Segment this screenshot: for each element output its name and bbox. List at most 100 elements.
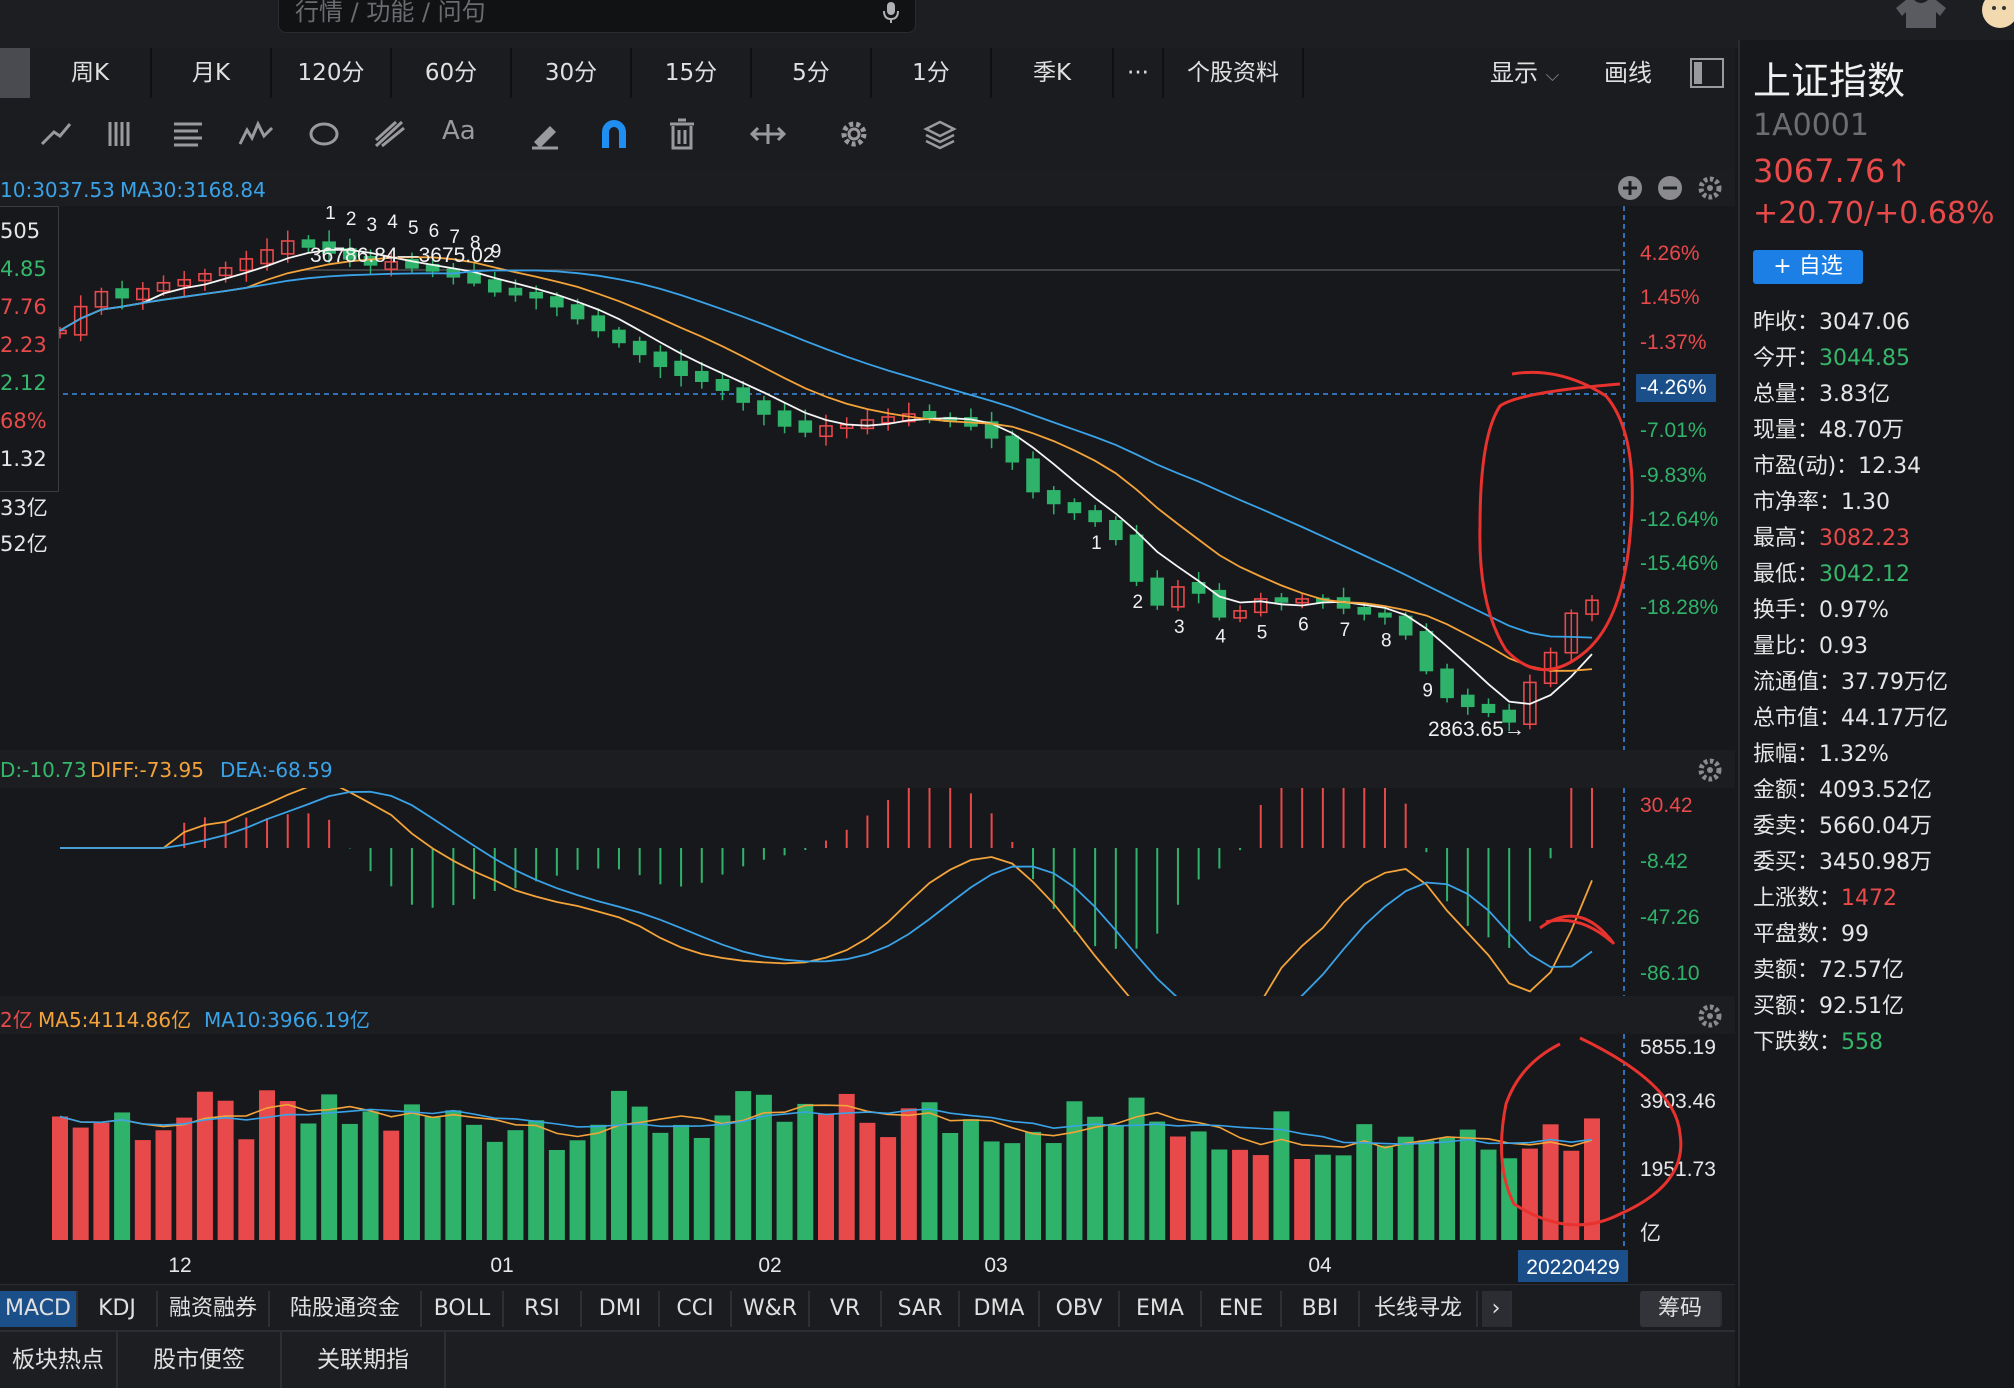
info-value-3: 7.76: [0, 295, 47, 319]
indicator-tab[interactable]: DMI: [582, 1291, 660, 1327]
candle: [798, 420, 813, 433]
indicator-tab[interactable]: BOLL: [422, 1291, 504, 1327]
indicator-tab[interactable]: EMA: [1120, 1291, 1202, 1327]
draw-line-button[interactable]: 画线: [1604, 59, 1652, 87]
tab-related-futures[interactable]: 关联期指: [282, 1332, 446, 1388]
delete-icon[interactable]: [664, 118, 700, 150]
candle: [1295, 598, 1309, 604]
indicator-tab[interactable]: 融资融券: [158, 1291, 270, 1327]
mic-icon[interactable]: [883, 2, 899, 24]
td-count-top: 9: [491, 242, 502, 263]
quote-row-label: 振幅：: [1753, 742, 1820, 767]
indicator-tab[interactable]: ENE: [1202, 1291, 1282, 1327]
volume-ma5-line: [59, 1103, 1593, 1149]
trendline-tool-icon[interactable]: [38, 118, 74, 150]
layers-icon[interactable]: [922, 118, 958, 150]
tab-stock-profile[interactable]: 个股资料: [1164, 48, 1304, 98]
pan-icon[interactable]: [750, 118, 786, 150]
indicator-tab[interactable]: SAR: [882, 1291, 960, 1327]
stock-code: 1A0001: [1753, 108, 1869, 143]
indicator-tab[interactable]: VR: [810, 1291, 882, 1327]
display-dropdown[interactable]: 显示 ⌵: [1490, 48, 1559, 98]
chip-distribution-button[interactable]: 筹码: [1640, 1291, 1722, 1327]
cycle-tool-icon[interactable]: [306, 118, 342, 150]
shirt-icon[interactable]: [1896, 0, 1946, 28]
candle: [1253, 598, 1268, 614]
more-tabs-button[interactable]: ···: [1114, 48, 1164, 98]
tab-sector-hotspots[interactable]: 板块热点: [0, 1332, 118, 1388]
indicator-tab[interactable]: MACD: [0, 1291, 78, 1327]
search-box[interactable]: 行情 / 功能 / 问句: [278, 0, 916, 33]
wave-tool-icon[interactable]: [238, 118, 274, 150]
indicator-tab[interactable]: CCI: [660, 1291, 732, 1327]
candle: [632, 340, 647, 356]
quote-row: 金额：4093.52亿: [1753, 772, 1932, 804]
tab-weekly[interactable]: 周K: [30, 48, 152, 98]
tab-15min[interactable]: 15分: [632, 48, 752, 98]
sidebar-toggle[interactable]: [0, 48, 30, 98]
td-count-top: 8: [470, 233, 481, 254]
indicator-tab[interactable]: DMA: [960, 1291, 1040, 1327]
indicator-tab[interactable]: 陆股通资金: [270, 1291, 422, 1327]
indicator-tab[interactable]: RSI: [504, 1291, 582, 1327]
add-watchlist-button[interactable]: + 自选: [1753, 250, 1863, 284]
indicator-tab[interactable]: KDJ: [78, 1291, 158, 1327]
macd-plot[interactable]: 30.42 -8.42 -47.26 -86.10: [0, 788, 1735, 996]
candle: [881, 416, 895, 424]
text-tool-icon[interactable]: Aa: [442, 116, 476, 146]
kline-settings-icon[interactable]: [1696, 174, 1724, 202]
tab-60min[interactable]: 60分: [392, 48, 512, 98]
panel-toggle-icon[interactable]: [1690, 58, 1724, 88]
volume-bar: [1128, 1097, 1145, 1240]
eraser-tool-icon[interactable]: [528, 118, 564, 150]
annotation-circle: [1478, 370, 1634, 671]
volume-bar: [93, 1122, 110, 1240]
quote-row-value: 5660.04万: [1819, 814, 1932, 839]
gear-icon[interactable]: [836, 118, 872, 150]
volume-plot[interactable]: 5855.19 3903.46 1951.73 亿 12 01 02 03 04 20220429: [0, 1034, 1735, 1284]
volume-axis-label: 亿: [1640, 1222, 1661, 1245]
candle: [1171, 586, 1185, 608]
tab-quarterly[interactable]: 季K: [992, 48, 1114, 98]
quote-row-value: 0.93: [1819, 634, 1868, 659]
indicator-tab[interactable]: BBI: [1282, 1291, 1360, 1327]
tab-120min[interactable]: 120分: [272, 48, 392, 98]
tab-1min[interactable]: 1分: [872, 48, 992, 98]
search-input[interactable]: 行情 / 功能 / 问句: [295, 0, 486, 26]
volume-bar: [859, 1122, 876, 1240]
quote-row-label: 换手：: [1753, 598, 1820, 623]
candle: [156, 281, 171, 292]
magnet-icon[interactable]: [596, 118, 632, 150]
indicator-tab[interactable]: W&R: [732, 1291, 810, 1327]
volume-bar: [1190, 1131, 1207, 1240]
candle: [550, 296, 564, 308]
volume-bar: [238, 1139, 255, 1240]
zoom-out-icon[interactable]: [1656, 174, 1684, 202]
tab-5min[interactable]: 5分: [752, 48, 872, 98]
avatar-icon[interactable]: [1976, 0, 2014, 30]
quote-row-value: 3042.12: [1819, 562, 1910, 587]
volume-bar: [962, 1119, 979, 1240]
quote-row-label: 最高：: [1753, 526, 1820, 551]
candle: [322, 241, 336, 254]
volume-bar: [880, 1137, 897, 1240]
candle: [860, 419, 875, 430]
tab-monthly[interactable]: 月K: [152, 48, 272, 98]
zoom-in-icon[interactable]: [1616, 174, 1644, 202]
volume-bar: [259, 1090, 276, 1240]
vertical-lines-tool-icon[interactable]: [104, 118, 140, 150]
fibonacci-tool-icon[interactable]: [372, 118, 408, 150]
indicator-tab[interactable]: OBV: [1040, 1291, 1120, 1327]
volume-bar: [383, 1130, 400, 1240]
tab-30min[interactable]: 30分: [512, 48, 632, 98]
indicator-tab[interactable]: 长线寻龙: [1360, 1291, 1478, 1327]
volume-settings-icon[interactable]: [1696, 1002, 1724, 1030]
macd-settings-icon[interactable]: [1696, 756, 1724, 784]
chevron-right-icon[interactable]: ›: [1482, 1291, 1512, 1327]
tab-stock-notes[interactable]: 股市便签: [118, 1332, 282, 1388]
quote-row-label: 平盘数：: [1753, 922, 1842, 947]
horizontal-lines-tool-icon[interactable]: [170, 118, 206, 150]
volume-bar: [341, 1123, 358, 1240]
